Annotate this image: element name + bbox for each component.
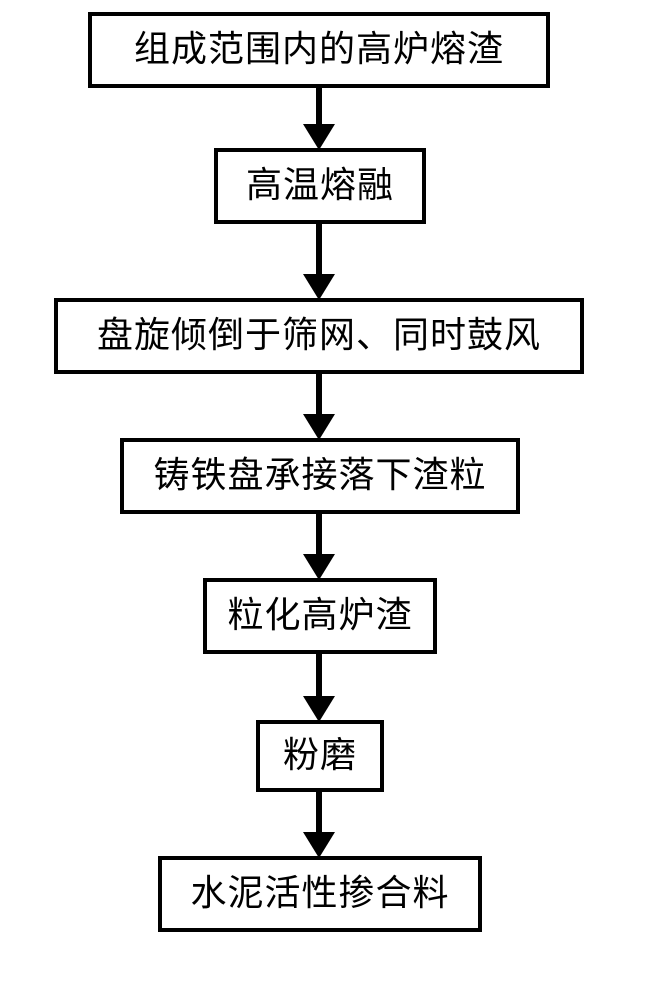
flow-node-4: 铸铁盘承接落下渣粒 [120,438,520,514]
flow-node-1-label: 组成范围内的高炉熔渣 [134,30,504,70]
flow-node-6-label: 粉磨 [283,736,357,776]
flow-node-2: 高温熔融 [214,148,426,224]
flow-node-3-label: 盘旋倾倒于筛网、同时鼓风 [97,316,541,356]
flow-node-7-label: 水泥活性掺合料 [190,874,449,914]
flow-node-6: 粉磨 [256,720,384,792]
flow-node-7: 水泥活性掺合料 [158,856,482,932]
flow-node-4-label: 铸铁盘承接落下渣粒 [153,456,486,496]
flow-node-5-label: 粒化高炉渣 [227,596,412,636]
flow-node-2-label: 高温熔融 [246,166,394,206]
flow-node-1: 组成范围内的高炉熔渣 [88,12,550,88]
flow-node-3: 盘旋倾倒于筛网、同时鼓风 [54,298,584,374]
flowchart-canvas: 组成范围内的高炉熔渣 高温熔融 盘旋倾倒于筛网、同时鼓风 铸铁盘承接落下渣粒 粒… [0,0,654,1000]
flow-node-5: 粒化高炉渣 [203,578,437,654]
